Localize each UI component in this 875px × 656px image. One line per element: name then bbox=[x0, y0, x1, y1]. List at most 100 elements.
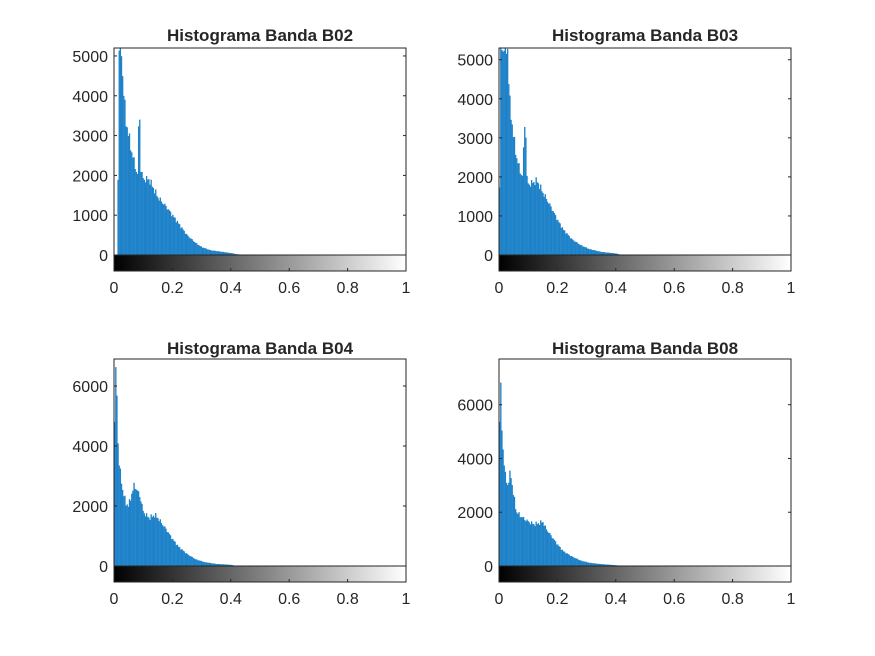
x-tick-label: 0.6 bbox=[278, 280, 300, 297]
histogram-bar bbox=[135, 171, 138, 255]
histogram-bar bbox=[521, 175, 524, 255]
x-tick-label: 0.2 bbox=[161, 280, 183, 297]
histogram-bar bbox=[207, 249, 209, 255]
histogram-bar bbox=[197, 244, 199, 255]
grayscale-colorbar bbox=[498, 254, 792, 272]
histogram-bar bbox=[570, 556, 573, 566]
histogram-bar bbox=[536, 182, 538, 255]
histogram-bar bbox=[148, 517, 150, 566]
histogram-bar bbox=[214, 563, 216, 566]
histogram-bar bbox=[530, 180, 533, 255]
histogram-bar bbox=[586, 562, 589, 566]
histogram-bar bbox=[564, 551, 566, 566]
x-tick-label: 0 bbox=[110, 591, 119, 608]
histogram-bar bbox=[598, 563, 600, 566]
histogram-bar bbox=[182, 229, 184, 255]
colorbar-gradient bbox=[498, 254, 792, 272]
histogram-bar bbox=[541, 522, 543, 566]
y-tick-label: 3000 bbox=[457, 131, 493, 148]
histogram-bar bbox=[223, 252, 225, 255]
histogram-bar bbox=[561, 549, 564, 566]
histogram-bar bbox=[517, 513, 519, 566]
histogram-bar bbox=[587, 248, 590, 255]
histogram-bar bbox=[603, 564, 606, 566]
histogram-bar bbox=[512, 494, 515, 566]
histogram-bar bbox=[157, 197, 159, 255]
histogram-bar bbox=[521, 517, 524, 566]
histogram-bar bbox=[508, 84, 510, 255]
histogram-bar bbox=[552, 211, 554, 255]
histogram-bar bbox=[140, 171, 142, 255]
x-axis: 0 0.2 0.4 0.6 0.8 1 bbox=[495, 268, 796, 297]
histogram-bar bbox=[131, 152, 133, 255]
histogram-bar bbox=[172, 214, 174, 255]
histogram-bar bbox=[226, 564, 229, 566]
histogram-bar bbox=[589, 249, 591, 255]
histogram-bar bbox=[553, 213, 556, 255]
histogram-bar bbox=[540, 520, 542, 566]
histogram-bar bbox=[167, 209, 169, 255]
histogram-bar bbox=[582, 246, 584, 255]
histogram-bar bbox=[590, 562, 592, 566]
histogram-bar bbox=[123, 496, 125, 566]
histogram-bar bbox=[216, 251, 218, 255]
histogram-bar bbox=[537, 183, 540, 255]
x-tick-label: 1 bbox=[402, 280, 411, 297]
histogram-bar bbox=[600, 251, 602, 255]
histogram-bar bbox=[125, 505, 127, 566]
chart-title: Histograma Banda B04 bbox=[167, 339, 354, 358]
histogram-bar bbox=[559, 546, 561, 566]
histogram-bar bbox=[607, 252, 609, 255]
histogram-bar bbox=[591, 249, 593, 255]
histogram-bar bbox=[193, 242, 196, 255]
histogram-bar bbox=[166, 209, 168, 255]
histogram-bar bbox=[607, 564, 609, 566]
histogram-bar bbox=[217, 563, 220, 566]
histogram-bar bbox=[613, 253, 615, 255]
histogram-bar bbox=[133, 482, 135, 566]
histogram-bar bbox=[502, 449, 504, 566]
histogram-bar bbox=[501, 50, 503, 255]
histogram-bar bbox=[117, 443, 119, 566]
histogram-bar bbox=[609, 564, 611, 566]
chart-title: Histograma Banda B08 bbox=[552, 339, 738, 358]
histogram-bar bbox=[143, 179, 145, 255]
histogram-bar bbox=[499, 187, 501, 255]
histogram-bar bbox=[153, 517, 156, 566]
histogram-bar bbox=[509, 470, 511, 566]
histogram-bar bbox=[156, 195, 158, 255]
histogram-bar bbox=[614, 253, 616, 255]
y-tick-label: 0 bbox=[99, 248, 108, 265]
histogram-bar bbox=[190, 238, 192, 255]
histogram-bar bbox=[578, 560, 581, 566]
histogram-bar bbox=[505, 482, 508, 566]
histogram-bar bbox=[228, 252, 230, 255]
histogram-bar bbox=[225, 252, 228, 255]
histogram-bar bbox=[126, 504, 128, 566]
histogram-bar bbox=[206, 249, 208, 255]
histogram-bar bbox=[221, 251, 223, 255]
histogram-bar bbox=[516, 158, 518, 255]
histogram-bar bbox=[127, 136, 130, 255]
histogram-bar bbox=[524, 126, 526, 255]
histogram-bar bbox=[206, 562, 208, 566]
histogram-bar bbox=[544, 194, 546, 255]
x-axis: 0 0.2 0.4 0.6 0.8 1 bbox=[110, 579, 411, 608]
histogram-bar bbox=[546, 531, 549, 566]
histogram-bar bbox=[581, 245, 583, 255]
y-tick-label: 4000 bbox=[72, 89, 108, 106]
histogram-bar bbox=[565, 553, 567, 566]
histogram-bar bbox=[564, 230, 566, 255]
histogram-bar bbox=[173, 217, 175, 255]
x-tick-label: 1 bbox=[402, 591, 411, 608]
histogram-bar bbox=[202, 247, 205, 255]
histogram-bar bbox=[213, 563, 215, 566]
histogram-bar bbox=[595, 563, 598, 566]
histogram-bar bbox=[527, 521, 529, 566]
histogram-bar bbox=[115, 367, 117, 566]
histogram-bar bbox=[513, 496, 516, 566]
histogram-bar bbox=[508, 482, 510, 566]
histogram-bar bbox=[598, 251, 600, 255]
y-axis: 0 1000 2000 3000 4000 5000 bbox=[457, 53, 791, 265]
histogram-bar bbox=[610, 564, 613, 566]
